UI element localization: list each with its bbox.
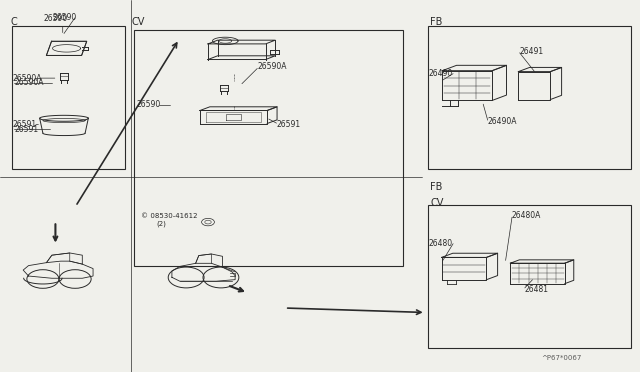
Text: CV: CV — [430, 198, 444, 208]
Text: 26490: 26490 — [429, 69, 453, 78]
Text: ^P67*0067: ^P67*0067 — [541, 355, 581, 361]
Bar — [12, 26, 125, 169]
Text: (2): (2) — [157, 221, 166, 227]
Text: FB: FB — [430, 182, 442, 192]
Text: FB: FB — [430, 17, 442, 27]
Text: 26590A: 26590A — [13, 74, 42, 83]
Text: 26590A: 26590A — [257, 62, 287, 71]
Text: 26490A: 26490A — [488, 117, 517, 126]
Text: 26591: 26591 — [13, 120, 37, 129]
Text: 26491: 26491 — [520, 47, 544, 56]
Text: C: C — [10, 17, 17, 27]
Text: 26590: 26590 — [52, 13, 77, 22]
Text: 26590: 26590 — [44, 14, 68, 23]
Text: 26591: 26591 — [276, 120, 301, 129]
Text: CV: CV — [131, 17, 145, 27]
Bar — [428, 205, 631, 348]
Text: 26590: 26590 — [136, 100, 161, 109]
Text: 26480: 26480 — [429, 239, 453, 248]
Bar — [134, 30, 403, 266]
Text: 26590A: 26590A — [14, 78, 44, 87]
Text: 26480A: 26480A — [512, 211, 541, 220]
Bar — [428, 26, 631, 169]
Text: © 08530-41612: © 08530-41612 — [141, 213, 197, 219]
Text: 26481: 26481 — [525, 285, 548, 294]
Text: 26591: 26591 — [14, 125, 38, 134]
